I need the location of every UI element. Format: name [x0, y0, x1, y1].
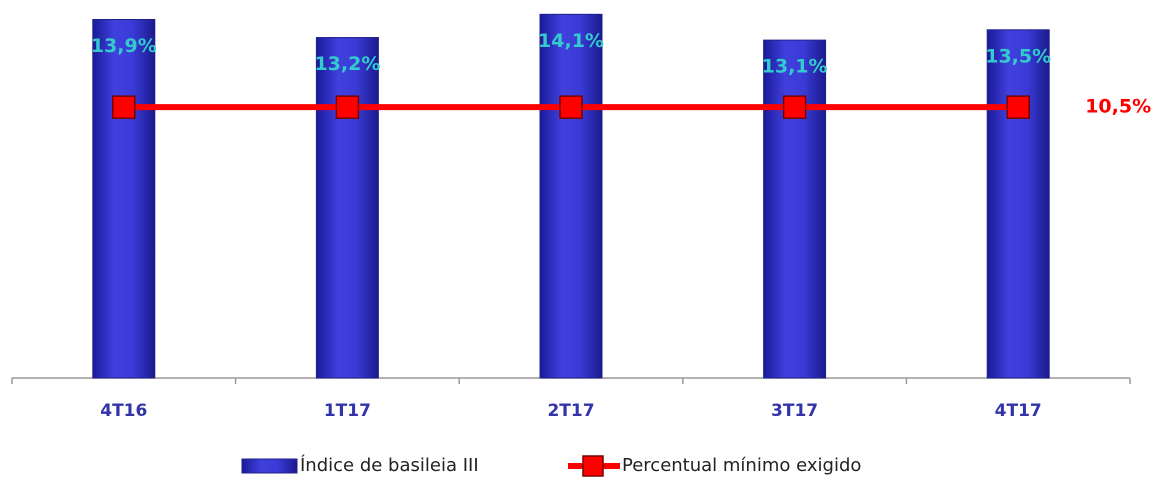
value-label: 13,5% [985, 45, 1051, 67]
bar [763, 39, 827, 379]
bar [986, 29, 1050, 379]
value-label: 14,1% [538, 30, 604, 52]
legend-swatch [241, 458, 298, 474]
legend-marker [582, 455, 604, 477]
bar [539, 13, 603, 379]
line-marker [335, 95, 360, 119]
line-marker [1006, 95, 1030, 119]
x-tick-label: 4T16 [100, 401, 147, 421]
line-marker [782, 95, 807, 119]
value-label: 13,2% [314, 53, 380, 75]
x-tick-label: 1T17 [324, 401, 371, 421]
legend-label: Percentual mínimo exigido [622, 455, 861, 476]
x-tick-label: 3T17 [771, 401, 818, 421]
value-label: 13,1% [762, 56, 828, 78]
line-marker [559, 95, 583, 119]
value-label: 13,9% [91, 35, 157, 57]
value-label: 10,5% [1085, 96, 1151, 118]
line-marker [112, 95, 136, 119]
x-tick-label: 4T17 [995, 401, 1042, 421]
bar [315, 37, 379, 379]
bar [92, 18, 156, 379]
legend-label: Índice de basileia III [300, 454, 479, 476]
x-tick-label: 2T17 [547, 401, 594, 421]
